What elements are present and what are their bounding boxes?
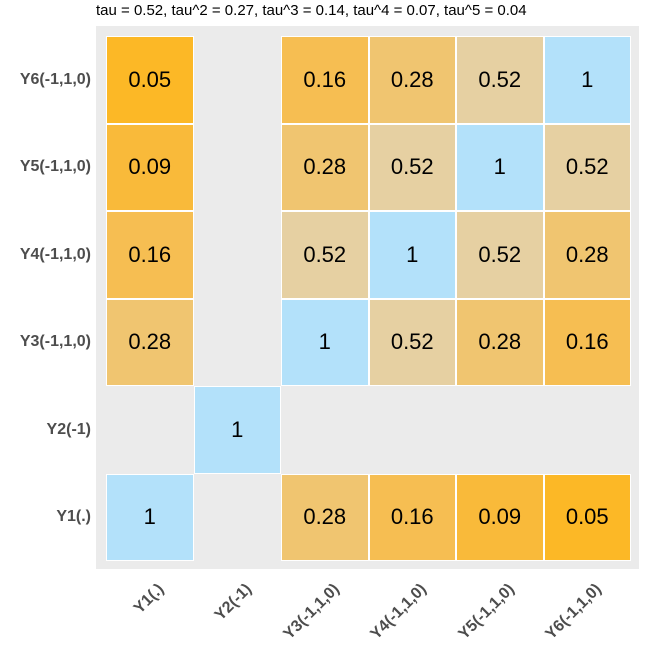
heatmap-cell-y6-1-1-0-y3-1-1-0: 0.16 bbox=[543, 298, 631, 386]
heatmap-cell-y3-1-1-0-y5-1-1-0: 0.28 bbox=[281, 123, 369, 211]
heatmap-cell-y1-y4-1-1-0: 0.16 bbox=[106, 211, 194, 299]
heatmap-cell-y5-1-1-0-y1: 0.09 bbox=[456, 473, 544, 561]
chart-title: tau = 0.52, tau^2 = 0.27, tau^3 = 0.14, … bbox=[96, 2, 527, 19]
heatmap-cell-y3-1-1-0-y3-1-1-0: 1 bbox=[281, 298, 369, 386]
heatmap-cell-y1-y3-1-1-0: 0.28 bbox=[106, 298, 194, 386]
x-tick-label-y3-1-1-0: Y3(-1,1,0) bbox=[280, 580, 343, 643]
y-tick-label-y4-1-1-0: Y4(-1,1,0) bbox=[19, 245, 91, 263]
heatmap-cell-y1-y5-1-1-0: 0.09 bbox=[106, 123, 194, 211]
heatmap-cell-y3-1-1-0-y4-1-1-0: 0.52 bbox=[281, 211, 369, 299]
y-tick-label-y3-1-1-0: Y3(-1,1,0) bbox=[19, 333, 91, 351]
heatmap-cell-y1-y1: 1 bbox=[106, 473, 194, 561]
heatmap-cell-y4-1-1-0-y4-1-1-0: 1 bbox=[368, 211, 456, 299]
y-tick-label-y6-1-1-0: Y6(-1,1,0) bbox=[19, 70, 91, 88]
heatmap-cell-y3-1-1-0-y6-1-1-0: 0.16 bbox=[281, 36, 369, 124]
x-tick-label-y1: Y1(.) bbox=[130, 580, 168, 618]
heatmap-cell-y6-1-1-0-y6-1-1-0: 1 bbox=[543, 36, 631, 124]
y-tick-label-y5-1-1-0: Y5(-1,1,0) bbox=[19, 158, 91, 176]
heatmap-panel: 0.05 0.16 0.28 0.52 1 0.09 0.28 0.52 1 0.52 0.16 0.… bbox=[96, 26, 639, 569]
heatmap-cell-y6-1-1-0-y5-1-1-0: 0.52 bbox=[543, 123, 631, 211]
heatmap-cell-y4-1-1-0-y3-1-1-0: 0.52 bbox=[368, 298, 456, 386]
y-tick-label-y1: Y1(.) bbox=[56, 508, 91, 526]
heatmap-cell-y5-1-1-0-y5-1-1-0: 1 bbox=[456, 123, 544, 211]
x-tick-label-y2-1: Y2(-1) bbox=[211, 580, 256, 625]
y-tick-label-y2-1: Y2(-1) bbox=[46, 420, 91, 438]
heatmap-cell-y3-1-1-0-y1: 0.28 bbox=[281, 473, 369, 561]
x-tick-label-y4-1-1-0: Y4(-1,1,0) bbox=[367, 580, 431, 643]
x-tick-label-y6-1-1-0: Y6(-1,1,0) bbox=[542, 580, 606, 643]
heatmap-cell-y1-y6-1-1-0: 0.05 bbox=[106, 36, 194, 124]
heatmap-cell-y4-1-1-0-y6-1-1-0: 0.28 bbox=[368, 36, 456, 124]
heatmap-cell-y5-1-1-0-y6-1-1-0: 0.52 bbox=[456, 36, 544, 124]
heatmap-cell-y6-1-1-0-y1: 0.05 bbox=[543, 473, 631, 561]
heatmap-cell-y5-1-1-0-y4-1-1-0: 0.52 bbox=[456, 211, 544, 299]
heatmap-cell-y5-1-1-0-y3-1-1-0: 0.28 bbox=[456, 298, 544, 386]
heatmap-cell-y2-1-y2-1: 1 bbox=[193, 386, 281, 474]
x-tick-label-y5-1-1-0: Y5(-1,1,0) bbox=[455, 580, 518, 643]
heatmap-cell-y4-1-1-0-y5-1-1-0: 0.52 bbox=[368, 123, 456, 211]
heatmap-cell-y6-1-1-0-y4-1-1-0: 0.28 bbox=[543, 211, 631, 299]
heatmap-cell-y4-1-1-0-y1: 0.16 bbox=[368, 473, 456, 561]
